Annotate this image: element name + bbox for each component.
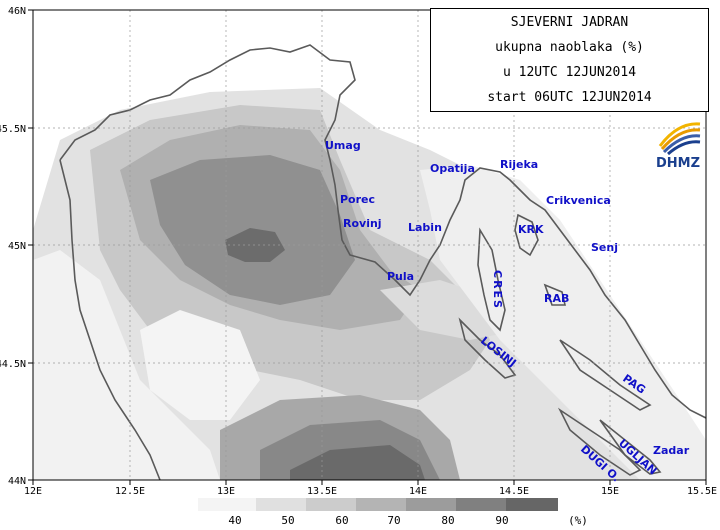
place-label-krk: KRK	[518, 223, 544, 236]
map-title: SJEVERNI JADRAN	[510, 15, 629, 30]
legend-swatch	[506, 498, 558, 511]
legend-label: 70	[387, 514, 400, 527]
legend-swatch	[356, 498, 406, 511]
logo-text: DHMZ	[655, 156, 701, 171]
y-tick-label: 45.5N	[0, 124, 26, 135]
place-label-rab: RAB	[544, 292, 569, 305]
legend-swatch	[306, 498, 356, 511]
map-variable: ukupna naoblaka (%)	[495, 40, 644, 55]
place-label-senj: Senj	[591, 241, 618, 254]
x-axis-labels: 12E 12.5E 13E 13.5E 14E 14.5E 15E 15.5E	[24, 486, 717, 497]
tick-marks	[28, 9, 707, 485]
graticule	[33, 10, 706, 480]
place-label-pula: Pula	[387, 270, 414, 283]
x-tick-label: 12E	[24, 486, 42, 497]
x-tick-label: 14.5E	[499, 486, 529, 497]
legend-label: 80	[441, 514, 454, 527]
y-tick-label: 44N	[8, 476, 26, 487]
place-label-rijeka: Rijeka	[500, 158, 538, 171]
y-tick-label: 44.5N	[0, 359, 26, 370]
legend-swatch	[456, 498, 506, 511]
x-tick-label: 15.5E	[687, 486, 717, 497]
legend-label: 90	[495, 514, 508, 527]
legend-label: 40	[228, 514, 241, 527]
x-tick-label: 13E	[217, 486, 235, 497]
place-label-opatija: Opatija	[430, 162, 475, 175]
x-tick-label: 15E	[601, 486, 619, 497]
cloud-cover-field	[33, 10, 706, 480]
place-label-crikvenica: Crikvenica	[546, 194, 611, 207]
place-label-zadar: Zadar	[653, 444, 690, 457]
legend-swatch	[198, 498, 256, 511]
x-tick-label: 13.5E	[307, 486, 337, 497]
legend-unit: (%)	[568, 514, 588, 527]
dhmz-logo: DHMZ	[650, 116, 706, 178]
run-start-time: start 06UTC 12JUN2014	[487, 90, 652, 105]
valid-time: u 12UTC 12JUN2014	[502, 65, 637, 80]
legend-label: 60	[335, 514, 348, 527]
legend: 40 50 60 70 80 90 (%)	[198, 498, 588, 527]
place-label-cres: CRES	[491, 270, 504, 310]
title-box: SJEVERNI JADRAN ukupna naoblaka (%) u 12…	[430, 8, 709, 112]
legend-swatch	[256, 498, 306, 511]
place-label-rovinj: Rovinj	[343, 217, 382, 230]
place-label-umag: Umag	[325, 139, 361, 152]
y-axis-labels: 46N 45.5N 45N 44.5N 44N	[0, 6, 26, 487]
legend-label: 50	[281, 514, 294, 527]
y-tick-label: 46N	[8, 6, 26, 17]
x-tick-label: 12.5E	[115, 486, 145, 497]
swirl-icon	[658, 122, 701, 156]
y-tick-label: 45N	[8, 241, 26, 252]
place-label-porec: Porec	[340, 193, 375, 206]
legend-swatch	[406, 498, 456, 511]
x-tick-label: 14E	[409, 486, 427, 497]
place-label-labin: Labin	[408, 221, 442, 234]
coastline	[59, 44, 707, 481]
